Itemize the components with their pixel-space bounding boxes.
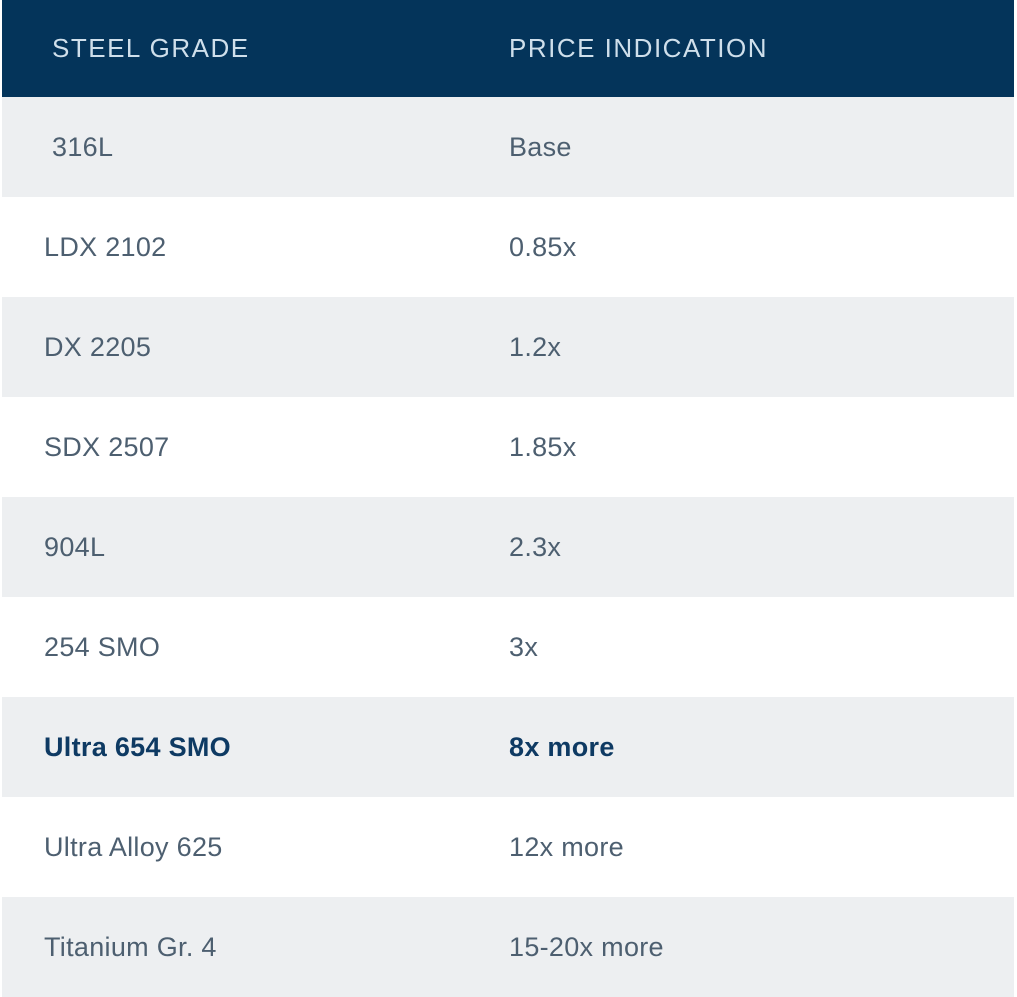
price-indication-cell: 1.2x — [509, 331, 562, 362]
steel-grade-cell: SDX 2507 — [44, 431, 170, 462]
price-indication-cell: 15-20x more — [509, 931, 664, 962]
steel-grade-cell: Ultra Alloy 625 — [44, 831, 223, 862]
steel-grade-cell: 316L — [52, 131, 114, 162]
table-header-row: STEEL GRADE PRICE INDICATION — [2, 0, 1014, 97]
price-indication-cell: 12x more — [509, 831, 624, 862]
price-indication-cell: 2.3x — [509, 531, 562, 562]
price-indication-cell: 1.85x — [509, 431, 577, 462]
price-indication-cell: Base — [509, 131, 572, 162]
table-row-904l: 904L 2.3x — [2, 497, 1014, 597]
steel-grade-cell: DX 2205 — [44, 331, 152, 362]
table-row-dx-2205: DX 2205 1.2x — [2, 297, 1014, 397]
steel-grade-cell: 254 SMO — [44, 631, 161, 662]
table-row-254-smo: 254 SMO 3x — [2, 597, 1014, 697]
price-indication-cell: 3x — [509, 631, 539, 662]
steel-grade-cell: LDX 2102 — [44, 231, 167, 262]
price-indication-cell: 0.85x — [509, 231, 577, 262]
table-row-titanium-gr-4: Titanium Gr. 4 15-20x more — [2, 897, 1014, 997]
column-header-steel-grade: STEEL GRADE — [52, 33, 250, 63]
steel-grade-cell: Titanium Gr. 4 — [44, 931, 217, 962]
table-row-sdx-2507: SDX 2507 1.85x — [2, 397, 1014, 497]
table-row-ultra-654-smo-emphasized: Ultra 654 SMO 8x more — [2, 697, 1014, 797]
table-row-ldx-2102: LDX 2102 0.85x — [2, 197, 1014, 297]
steel-grade-cell: 904L — [44, 531, 106, 562]
table-body: 316L Base LDX 2102 0.85x DX 2205 1.2x SD… — [2, 97, 1014, 997]
steel-grade-cell: Ultra 654 SMO — [44, 731, 231, 762]
column-header-price-indication: PRICE INDICATION — [509, 33, 768, 63]
price-indication-cell: 8x more — [509, 731, 615, 762]
table-row-ultra-alloy-625: Ultra Alloy 625 12x more — [2, 797, 1014, 897]
table-row-316l: 316L Base — [2, 97, 1014, 197]
